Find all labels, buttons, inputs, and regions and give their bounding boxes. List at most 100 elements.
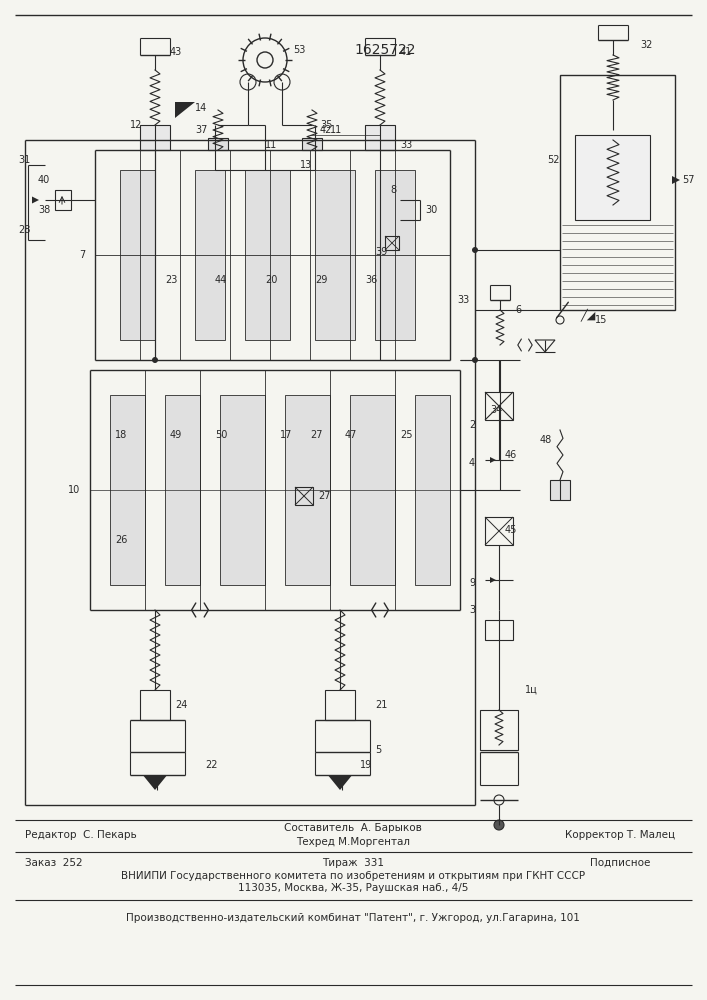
Bar [295, 487, 313, 505]
Text: 45: 45 [505, 525, 518, 535]
Text: 5: 5 [375, 745, 381, 755]
Text: 17: 17 [280, 430, 293, 440]
Bar [315, 170, 355, 340]
Text: 34: 34 [490, 405, 502, 415]
Bar [302, 138, 322, 150]
Text: 23: 23 [165, 275, 177, 285]
Text: 48: 48 [540, 435, 552, 445]
Text: 46: 46 [505, 450, 518, 460]
Bar [485, 517, 513, 545]
Text: 9: 9 [469, 578, 475, 588]
Polygon shape [672, 176, 680, 184]
Polygon shape [490, 457, 496, 463]
Text: 32: 32 [640, 40, 653, 50]
Text: Тираж  331: Тираж 331 [322, 858, 384, 868]
Bar [550, 480, 570, 500]
Text: 25: 25 [400, 430, 412, 440]
Bar [140, 125, 170, 150]
Text: 33: 33 [400, 140, 412, 150]
Text: 24: 24 [175, 700, 187, 710]
Text: 10: 10 [68, 485, 80, 495]
Bar [350, 395, 395, 585]
Text: 11: 11 [265, 140, 277, 150]
Bar [55, 190, 71, 210]
Bar [120, 170, 155, 340]
Bar [110, 395, 145, 585]
Text: 53: 53 [293, 45, 305, 55]
Text: 33: 33 [457, 295, 470, 305]
Bar [208, 138, 228, 150]
Text: 14: 14 [195, 103, 207, 113]
Bar [415, 395, 450, 585]
Text: Редактор  С. Пекарь: Редактор С. Пекарь [25, 830, 136, 840]
Circle shape [472, 247, 478, 253]
Bar [385, 236, 399, 250]
Text: 21: 21 [375, 700, 387, 710]
Polygon shape [32, 196, 39, 204]
Text: 1625722: 1625722 [354, 43, 416, 57]
Bar [365, 125, 395, 150]
Text: ВНИИПИ Государственного комитета по изобретениям и открытиям при ГКНТ СССР: ВНИИПИ Государственного комитета по изоб… [121, 871, 585, 881]
Polygon shape [144, 776, 167, 790]
Circle shape [472, 357, 478, 363]
Text: 52: 52 [547, 155, 560, 165]
Polygon shape [175, 102, 195, 118]
Text: 26: 26 [115, 535, 127, 545]
Text: 50: 50 [215, 430, 228, 440]
Text: 18: 18 [115, 430, 127, 440]
Bar [245, 170, 290, 340]
Bar [285, 395, 330, 585]
Text: 47: 47 [345, 430, 357, 440]
Text: Подписное: Подписное [590, 858, 650, 868]
Text: 36: 36 [365, 275, 378, 285]
Text: 11: 11 [330, 125, 342, 135]
Text: 49: 49 [170, 430, 182, 440]
Bar [485, 392, 513, 420]
Text: 37: 37 [195, 125, 207, 135]
Text: 27: 27 [310, 430, 322, 440]
Bar [375, 170, 415, 340]
Text: 35: 35 [320, 120, 332, 130]
Text: 3: 3 [469, 605, 475, 615]
Polygon shape [490, 577, 496, 583]
Text: 29: 29 [315, 275, 327, 285]
Text: Составитель  А. Барыков: Составитель А. Барыков [284, 823, 422, 833]
Text: 31: 31 [18, 155, 30, 165]
Text: 4: 4 [469, 458, 475, 468]
Text: 7: 7 [78, 250, 85, 260]
Text: 1ц: 1ц [525, 685, 538, 695]
Bar [325, 690, 355, 720]
Bar [220, 395, 265, 585]
Text: Техред М.Моргентал: Техред М.Моргентал [296, 837, 410, 847]
Bar [165, 395, 200, 585]
Bar [575, 135, 650, 220]
Text: 27: 27 [318, 491, 330, 501]
Text: 20: 20 [265, 275, 277, 285]
Bar [560, 75, 675, 310]
Text: ╱◢: ╱◢ [580, 309, 595, 321]
Text: 113035, Москва, Ж-35, Раушская наб., 4/5: 113035, Москва, Ж-35, Раушская наб., 4/5 [238, 883, 468, 893]
Text: Производственно-издательский комбинат "Патент", г. Ужгород, ул.Гагарина, 101: Производственно-издательский комбинат "П… [126, 913, 580, 923]
Text: Корректор Т. Малец: Корректор Т. Малец [565, 830, 675, 840]
Text: 57: 57 [682, 175, 694, 185]
Polygon shape [328, 776, 351, 790]
Text: 40: 40 [38, 175, 50, 185]
Bar [480, 710, 518, 750]
Text: 22: 22 [205, 760, 218, 770]
Text: 13: 13 [300, 160, 312, 170]
Text: 12: 12 [130, 120, 142, 130]
Text: 42: 42 [320, 125, 332, 135]
Text: 15: 15 [595, 315, 607, 325]
Text: 44: 44 [215, 275, 227, 285]
Text: 28: 28 [18, 225, 30, 235]
Text: 38: 38 [38, 205, 50, 215]
Bar [195, 170, 225, 340]
Circle shape [152, 357, 158, 363]
Text: 39: 39 [375, 247, 387, 257]
Text: 19: 19 [360, 760, 373, 770]
Bar [485, 620, 513, 640]
Text: 30: 30 [425, 205, 437, 215]
Bar [140, 690, 170, 720]
Circle shape [494, 820, 504, 830]
Text: 41: 41 [400, 47, 412, 57]
